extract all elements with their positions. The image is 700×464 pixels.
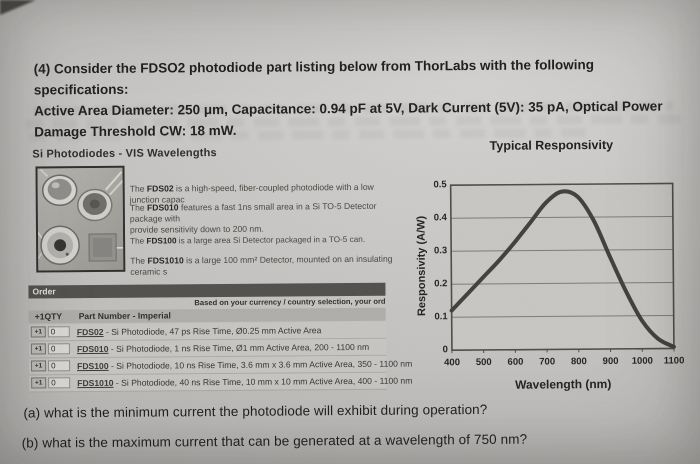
- part-name: FDS100: [146, 236, 177, 246]
- x-tick-label: 700: [539, 356, 556, 368]
- quantity-input[interactable]: [47, 343, 70, 355]
- add-one-cart-icon[interactable]: +1: [31, 360, 47, 372]
- y-tick-label: 0.5: [433, 179, 447, 191]
- photo-corner-shadow: [0, 0, 36, 15]
- y-tick-label: 0: [442, 344, 448, 356]
- question-b: (b) what is the maximum current that can…: [21, 431, 528, 451]
- x-tick-label: 400: [444, 357, 461, 369]
- photodiode-cans-photo: [37, 167, 124, 271]
- x-tick-label: 800: [570, 356, 587, 368]
- x-tick-label: 600: [507, 356, 524, 368]
- x-axis-label: Wavelength (nm): [515, 376, 612, 392]
- part-number-link[interactable]: FDS100: [77, 360, 109, 372]
- part-name: FDS010: [146, 202, 179, 213]
- quantity-input[interactable]: [48, 360, 71, 372]
- photodiode-chip-face: [93, 237, 113, 258]
- photodiode-can-aperture: [89, 199, 100, 209]
- product-photo: [35, 165, 126, 273]
- intro-line-1: (4) Consider the FDSO2 photodiode part l…: [33, 57, 595, 98]
- add-one-cart-icon[interactable]: +1: [30, 326, 46, 338]
- part-description: - Si Photodiode, 47 ps Rise Time, Ø0.25 …: [103, 325, 322, 337]
- y-tick-label: 0.1: [434, 311, 448, 323]
- part-column-header: Part Number - Imperial: [78, 310, 171, 322]
- x-tick-label: 1100: [663, 355, 685, 367]
- photodiode-can-aperture: [54, 239, 67, 252]
- x-tick-label: 900: [602, 355, 619, 368]
- quantity-input[interactable]: [48, 377, 71, 389]
- x-tick-label: 500: [475, 356, 492, 369]
- photodiode-pin: [65, 252, 69, 256]
- add-one-cart-icon[interactable]: +1: [31, 377, 47, 389]
- photodiode-can-face: [47, 178, 72, 200]
- responsivity-chart: Typical Responsivity Responsivity (A/W) …: [329, 133, 696, 401]
- part-name: FDS02: [146, 183, 174, 194]
- section-heading: Si Photodiodes - VIS Wavelengths: [32, 147, 217, 161]
- part-number-link[interactable]: FDS010: [76, 343, 109, 355]
- part-number-link[interactable]: FDS02: [76, 326, 104, 338]
- x-tick-label: 1000: [631, 355, 653, 367]
- y-tick-label: 0.4: [433, 212, 447, 224]
- question-a: (a) what is the minimum current the phot…: [23, 401, 488, 421]
- add-one-cart-icon[interactable]: +1: [30, 343, 46, 355]
- y-tick-label: 0.3: [433, 245, 448, 257]
- quantity-input[interactable]: [47, 326, 70, 338]
- chart-title: Typical Responsivity: [489, 137, 614, 153]
- plot-background: [450, 183, 674, 351]
- part-name: FDS1010: [147, 255, 184, 266]
- y-axis-label: Responsivity (A/W): [415, 215, 429, 317]
- y-tick-label: 0.2: [434, 278, 448, 290]
- part-number-link[interactable]: FDS1010: [77, 377, 114, 389]
- plot-area: [449, 182, 676, 354]
- question-intro: (4) Consider the FDSO2 photodiode part l…: [34, 53, 685, 142]
- qty-column-header: +1QTY: [34, 311, 63, 322]
